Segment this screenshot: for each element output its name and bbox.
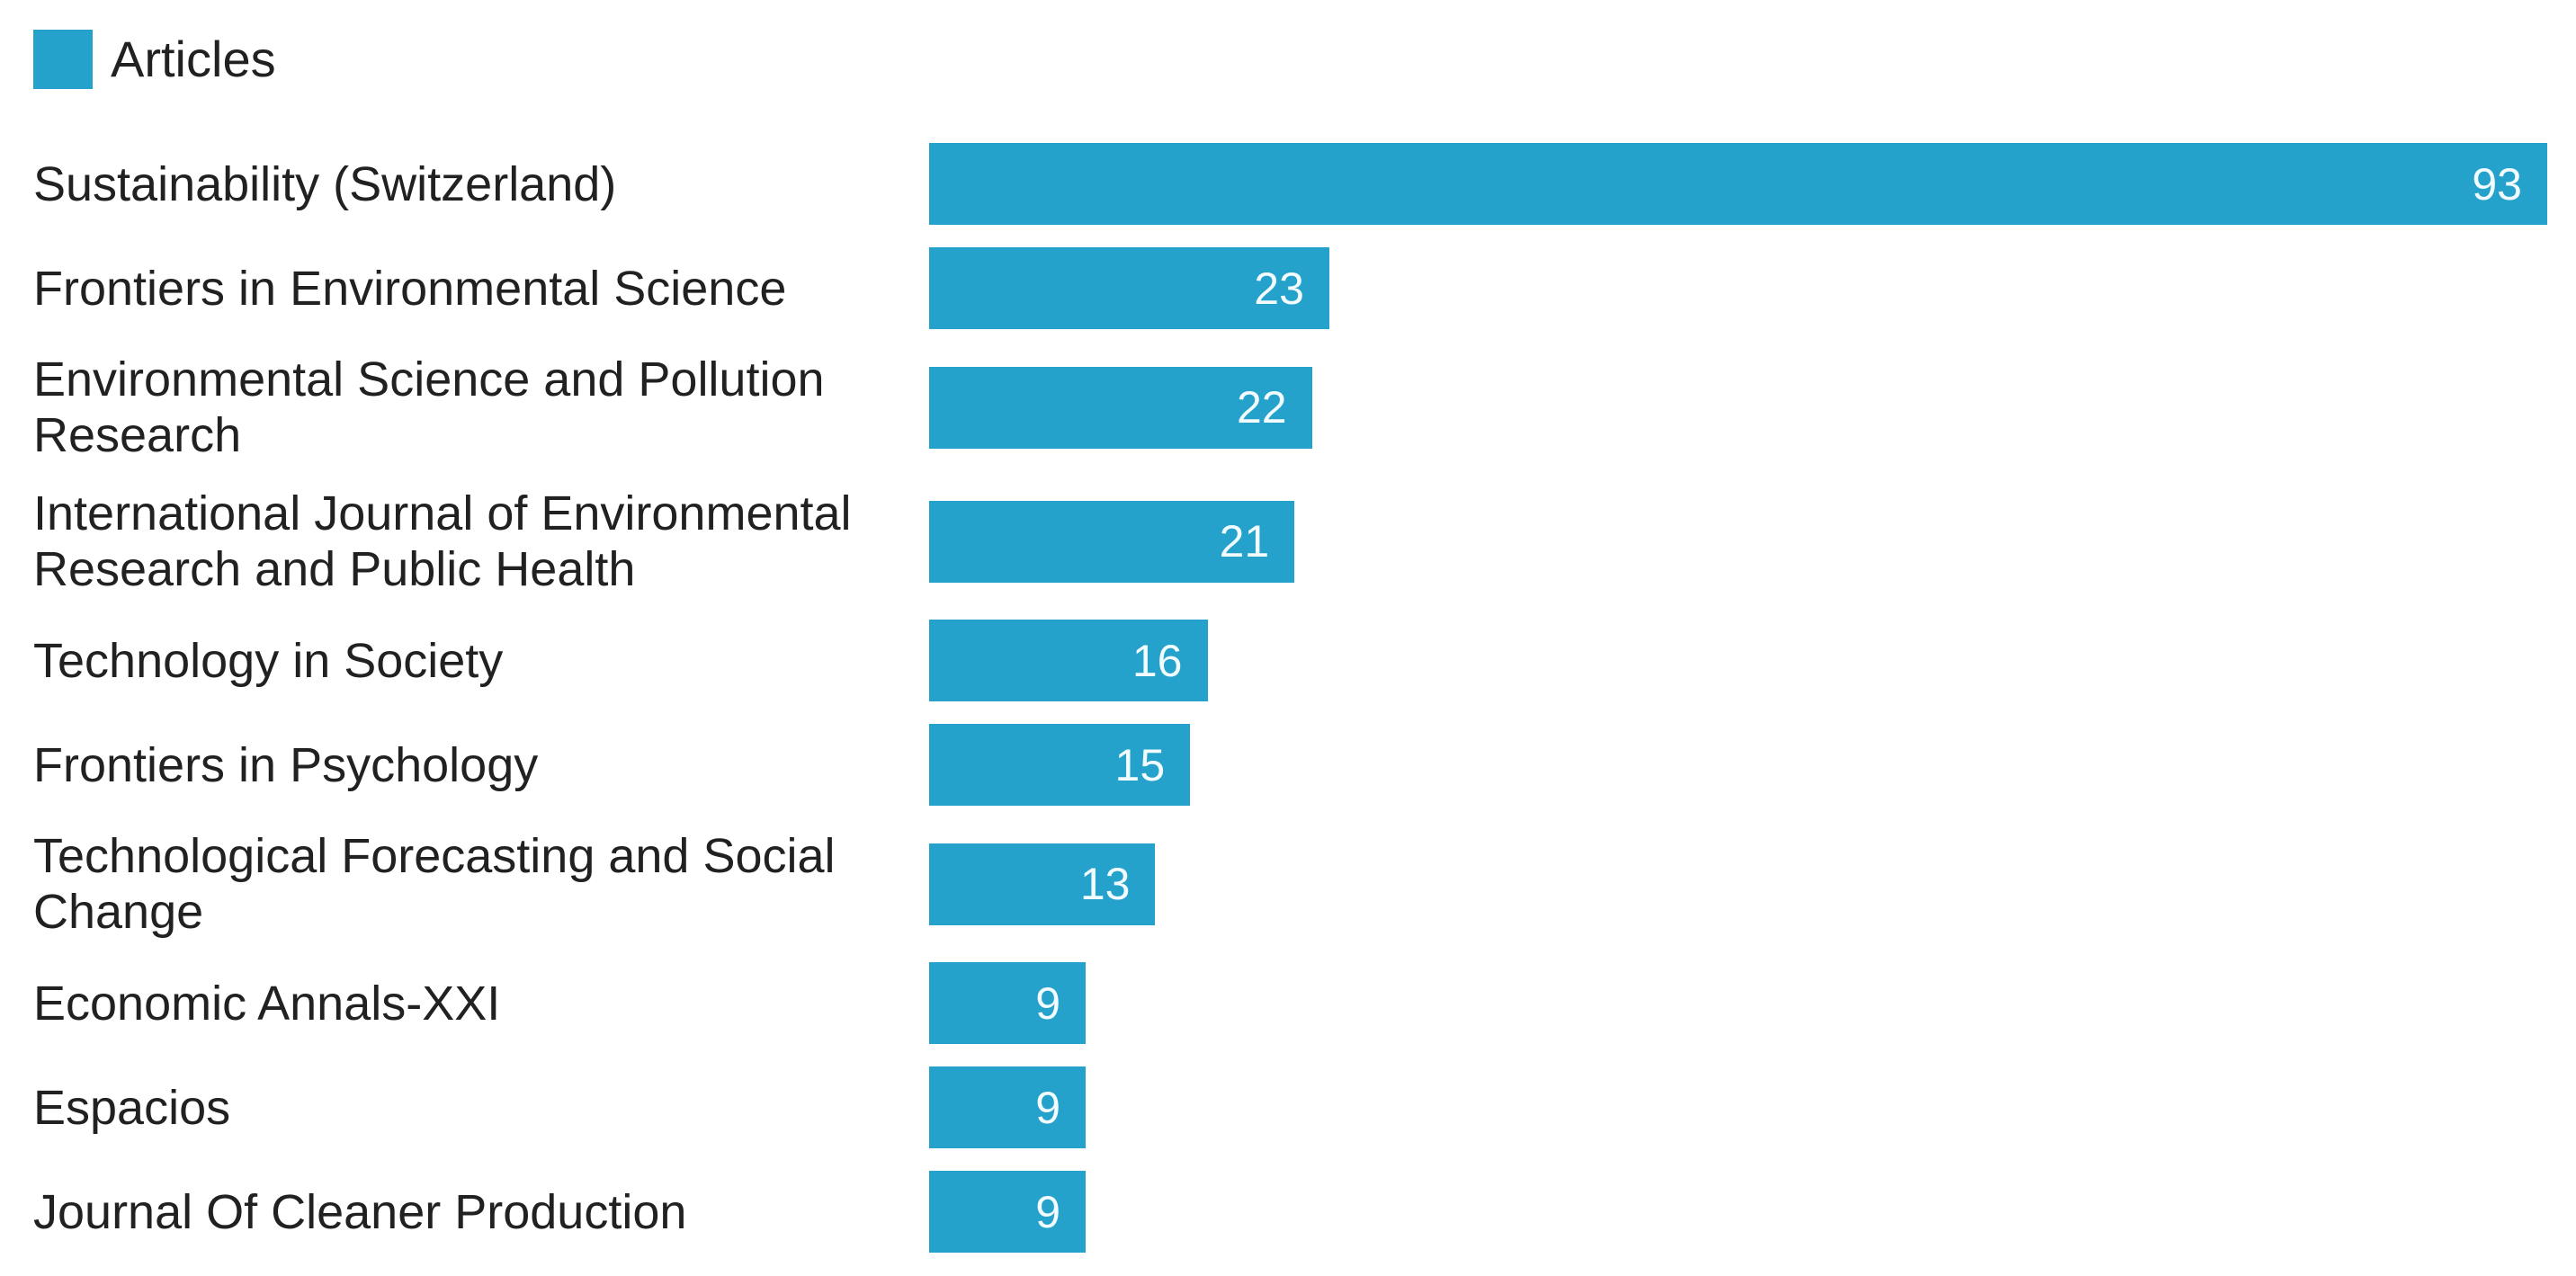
bar[interactable]: 93 [929,143,2547,225]
bar-value-label: 23 [1254,263,1304,314]
bar-category-label: Frontiers in Environmental Science [33,261,787,316]
bar-value-label: 22 [1236,382,1287,433]
bar[interactable]: 15 [929,724,1191,806]
bar-track: 15 [929,724,2547,806]
bar[interactable]: 21 [929,500,1295,583]
bar-category-label: Journal Of Cleaner Production [33,1184,687,1239]
bar[interactable]: 22 [929,366,1312,449]
bar-category-label: Sustainability (Switzerland) [33,156,617,211]
bar-track: 9 [929,962,2547,1044]
legend-label: Articles [111,31,276,87]
bar-row: Espacios 9 [33,1066,2547,1148]
bar-track: 21 [929,500,2547,583]
bar-category-label: Technology in Society [33,633,504,688]
bar-value-label: 9 [1035,977,1061,1029]
bar-track: 22 [929,366,2547,449]
bar-category-label: Technological Forecasting and Social Cha… [33,829,836,939]
bar-row: Environmental Science and Pollution Rese… [33,352,2547,463]
bar-category-label: International Journal of Environmental R… [33,486,852,596]
bar-value-label: 15 [1114,739,1166,790]
bar[interactable]: 9 [929,1066,1087,1148]
bar[interactable]: 23 [929,247,1329,329]
bar-row: Journal Of Cleaner Production 9 [33,1171,2547,1253]
bar-track: 9 [929,1066,2547,1148]
bar-track: 23 [929,247,2547,329]
bar-value-label: 13 [1079,859,1131,909]
bar-row: Technology in Society 16 [33,620,2547,701]
bar-category-label: Espacios [33,1080,231,1135]
bar-row: Frontiers in Environmental Science 23 [33,247,2547,329]
bar-row: Technological Forecasting and Social Cha… [33,828,2547,940]
bar-track: 93 [929,143,2547,225]
bar-category-label: Environmental Science and Pollution Rese… [33,352,825,462]
bar-row: Frontiers in Psychology 15 [33,724,2547,806]
bar-track: 16 [929,620,2547,701]
legend[interactable]: Articles [33,30,2547,89]
bar-category-label: Frontiers in Psychology [33,737,539,792]
bar-row: Sustainability (Switzerland) 93 [33,143,2547,225]
legend-swatch-icon [33,30,93,89]
bar[interactable]: 16 [929,620,1208,701]
bar-rows: Sustainability (Switzerland) 93 Frontier… [33,143,2547,1253]
bar-value-label: 16 [1131,635,1183,686]
bar-row: Economic Annals-XXI 9 [33,962,2547,1044]
bar[interactable]: 9 [929,962,1087,1044]
bar-category-label: Economic Annals-XXI [33,976,501,1031]
bar-value-label: 9 [1035,1186,1061,1237]
bar-track: 13 [929,843,2547,925]
bar-row: International Journal of Environmental R… [33,486,2547,597]
bar-value-label: 21 [1219,516,1270,567]
bar-value-label: 93 [2472,158,2522,210]
bar-value-label: 9 [1035,1082,1061,1133]
bar-track: 9 [929,1171,2547,1253]
bar[interactable]: 13 [929,843,1156,925]
bar[interactable]: 9 [929,1171,1087,1253]
